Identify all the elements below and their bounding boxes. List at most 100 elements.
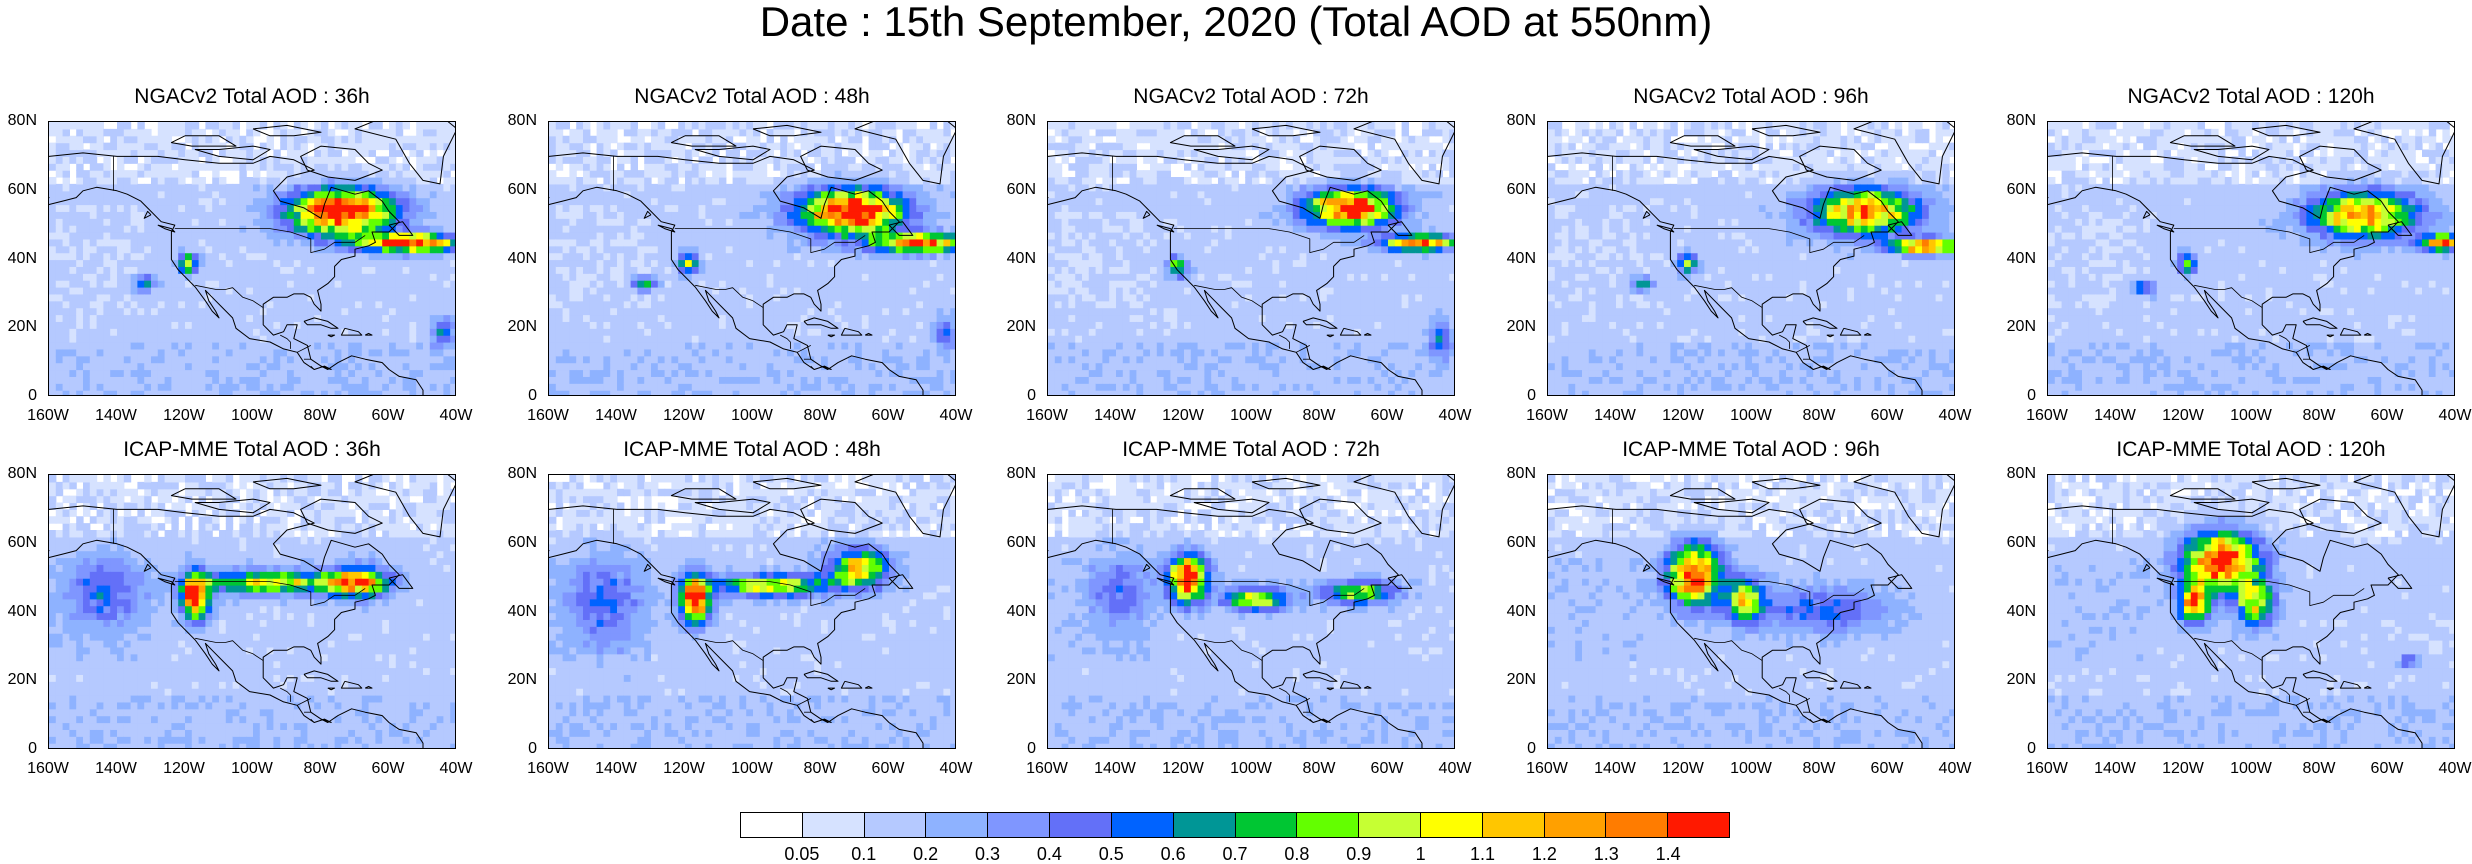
lon-tick-label: 60W	[872, 408, 905, 424]
panel-title: NGACv2 Total AOD : 72h	[1047, 85, 1455, 109]
lat-tick-label: 0	[1527, 741, 1536, 757]
lon-tick-label: 140W	[2094, 761, 2136, 777]
lon-tick-label: 40W	[2439, 761, 2472, 777]
colorbar-box	[865, 813, 927, 837]
aod-map	[2047, 474, 2455, 749]
lat-tick-label: 0	[1027, 741, 1036, 757]
lat-tick-label: 60N	[2007, 182, 2036, 198]
aod-map	[548, 121, 956, 396]
lat-tick-label: 80N	[1007, 113, 1036, 129]
colorbar-label: 0.6	[1161, 845, 1186, 863]
lat-tick-label: 40N	[2007, 251, 2036, 267]
colorbar-label: 0.1	[851, 845, 876, 863]
lat-tick-label: 40N	[8, 251, 37, 267]
lon-tick-label: 160W	[1526, 408, 1568, 424]
lon-tick-label: 80W	[1803, 408, 1836, 424]
lon-tick-label: 140W	[1594, 761, 1636, 777]
lon-tick-label: 100W	[231, 761, 273, 777]
lon-tick-label: 160W	[1026, 761, 1068, 777]
lon-tick-label: 120W	[2162, 408, 2204, 424]
figure-title: Date : 15th September, 2020 (Total AOD a…	[0, 0, 2472, 50]
colorbar-box	[1174, 813, 1236, 837]
lat-tick-label: 40N	[1007, 604, 1036, 620]
lon-tick-label: 40W	[440, 761, 473, 777]
lon-tick-label: 160W	[27, 761, 69, 777]
lat-tick-label: 60N	[1507, 535, 1536, 551]
lon-tick-label: 140W	[595, 408, 637, 424]
aod-field	[549, 122, 956, 396]
lat-tick-label: 0	[1027, 388, 1036, 404]
colorbar-box	[1668, 813, 1729, 837]
lon-tick-label: 60W	[2371, 408, 2404, 424]
lat-tick-label: 20N	[2007, 319, 2036, 335]
colorbar-box	[1112, 813, 1174, 837]
lat-tick-label: 20N	[1507, 672, 1536, 688]
aod-map	[548, 474, 956, 749]
lon-tick-label: 80W	[1303, 761, 1336, 777]
lon-tick-label: 60W	[372, 761, 405, 777]
colorbar-box	[1606, 813, 1668, 837]
lat-tick-label: 80N	[8, 466, 37, 482]
colorbar-box	[1297, 813, 1359, 837]
aod-map	[1047, 474, 1455, 749]
lat-tick-label: 80N	[8, 113, 37, 129]
lat-tick-label: 60N	[508, 182, 537, 198]
colorbar-label: 0.5	[1099, 845, 1124, 863]
lon-tick-label: 120W	[163, 761, 205, 777]
lat-tick-label: 80N	[508, 466, 537, 482]
lon-tick-label: 100W	[1730, 761, 1772, 777]
lon-tick-label: 80W	[1803, 761, 1836, 777]
lon-tick-label: 140W	[95, 761, 137, 777]
lon-tick-label: 40W	[1439, 761, 1472, 777]
lat-tick-label: 40N	[8, 604, 37, 620]
lon-tick-label: 100W	[2230, 408, 2272, 424]
colorbar-box	[1421, 813, 1483, 837]
lon-tick-label: 80W	[2303, 761, 2336, 777]
aod-field	[549, 475, 956, 749]
lat-tick-label: 0	[28, 741, 37, 757]
lat-tick-label: 40N	[508, 604, 537, 620]
colorbar-box	[988, 813, 1050, 837]
lat-tick-label: 60N	[1507, 182, 1536, 198]
lat-tick-label: 0	[528, 741, 537, 757]
lon-tick-label: 60W	[372, 408, 405, 424]
lat-tick-label: 20N	[508, 672, 537, 688]
aod-field	[49, 122, 456, 396]
lat-tick-label: 80N	[508, 113, 537, 129]
aod-field	[2048, 122, 2455, 396]
colorbar-label: 0.2	[913, 845, 938, 863]
lon-tick-label: 160W	[1526, 761, 1568, 777]
panel-title: NGACv2 Total AOD : 120h	[2047, 85, 2455, 109]
lon-tick-label: 160W	[527, 761, 569, 777]
lon-tick-label: 60W	[1871, 761, 1904, 777]
lat-tick-label: 80N	[1507, 113, 1536, 129]
colorbar-box	[1236, 813, 1298, 837]
lat-tick-label: 0	[528, 388, 537, 404]
lat-tick-label: 60N	[2007, 535, 2036, 551]
lon-tick-label: 80W	[304, 408, 337, 424]
lon-tick-label: 160W	[2026, 408, 2068, 424]
panel-title: NGACv2 Total AOD : 36h	[48, 85, 456, 109]
colorbar-label: 0.3	[975, 845, 1000, 863]
lat-tick-label: 20N	[1507, 319, 1536, 335]
panel-title: NGACv2 Total AOD : 48h	[548, 85, 956, 109]
lat-tick-label: 80N	[1007, 466, 1036, 482]
aod-field	[1048, 475, 1455, 749]
lon-tick-label: 140W	[595, 761, 637, 777]
lat-tick-label: 60N	[508, 535, 537, 551]
panel-title: ICAP-MME Total AOD : 48h	[548, 438, 956, 462]
lon-tick-label: 160W	[27, 408, 69, 424]
colorbar-box	[741, 813, 803, 837]
lon-tick-label: 40W	[1939, 761, 1972, 777]
lon-tick-label: 100W	[731, 761, 773, 777]
colorbar-label: 0.9	[1346, 845, 1371, 863]
lat-tick-label: 20N	[8, 672, 37, 688]
lon-tick-label: 160W	[527, 408, 569, 424]
